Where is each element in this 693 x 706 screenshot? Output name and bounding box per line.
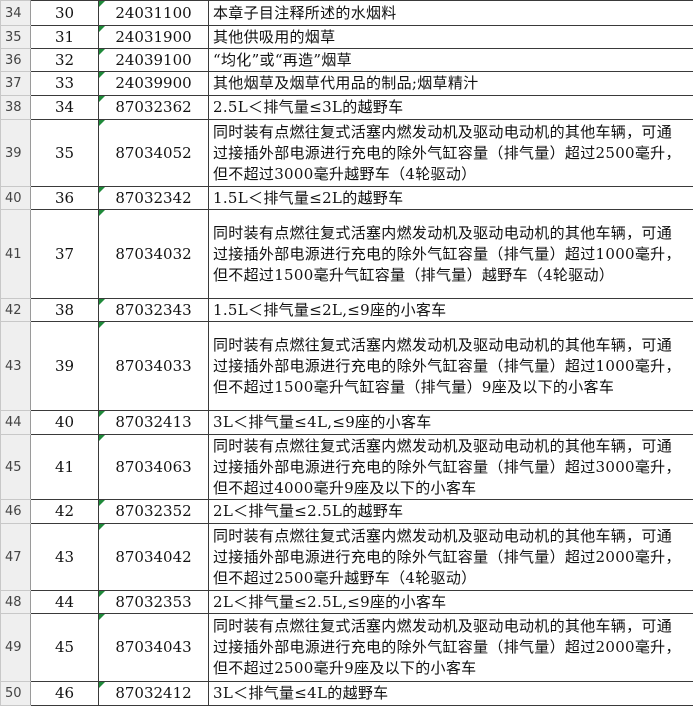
sequence-cell: 37 xyxy=(31,210,99,299)
code-cell: 87032342 xyxy=(99,187,209,210)
description-cell: 同时装有点燃往复式活塞内燃发动机及驱动电动机的其他车辆，可通过接插外部电源进行充… xyxy=(209,524,693,591)
sequence-cell: 45 xyxy=(31,614,99,682)
sequence-cell: 44 xyxy=(31,591,99,614)
code-cell: 87032413 xyxy=(99,411,209,435)
sequence-cell: 38 xyxy=(31,299,99,322)
description-cell: 2L＜排气量≤2.5L,≤9座的小客车 xyxy=(209,591,693,614)
description-cell: 其他烟草及烟草代用品的制品;烟草精汁 xyxy=(209,72,693,96)
code-cell: 87034043 xyxy=(99,614,209,682)
code-cell: 87032343 xyxy=(99,299,209,322)
code-cell: 87032412 xyxy=(99,682,209,706)
description-cell: 1.5L＜排气量≤2L的越野车 xyxy=(209,187,693,210)
description-cell: 同时装有点燃往复式活塞内燃发动机及驱动电动机的其他车辆，可通过接插外部电源进行充… xyxy=(209,322,693,411)
row-number[interactable]: 42 xyxy=(1,299,31,322)
code-cell: 87032352 xyxy=(99,500,209,524)
code-cell: 24031100 xyxy=(99,1,209,26)
description-cell: 2L＜排气量≤2.5L的越野车 xyxy=(209,500,693,524)
sequence-cell: 39 xyxy=(31,322,99,411)
code-cell: 24031900 xyxy=(99,26,209,49)
row-number[interactable]: 49 xyxy=(1,614,31,682)
code-cell: 87034042 xyxy=(99,524,209,591)
description-cell: 同时装有点燃往复式活塞内燃发动机及驱动电动机的其他车辆，可通过接插外部电源进行充… xyxy=(209,210,693,299)
sequence-cell: 32 xyxy=(31,49,99,72)
row-number[interactable]: 41 xyxy=(1,210,31,299)
row-number[interactable]: 45 xyxy=(1,435,31,500)
code-cell: 87032353 xyxy=(99,591,209,614)
code-cell: 87032362 xyxy=(99,96,209,120)
row-number[interactable]: 46 xyxy=(1,500,31,524)
row-number[interactable]: 40 xyxy=(1,187,31,210)
code-cell: 87034052 xyxy=(99,120,209,187)
description-cell: 3L＜排气量≤4L,≤9座的小客车 xyxy=(209,411,693,435)
code-cell: 24039100 xyxy=(99,49,209,72)
code-cell: 87034032 xyxy=(99,210,209,299)
sequence-cell: 35 xyxy=(31,120,99,187)
code-cell: 87034033 xyxy=(99,322,209,411)
code-cell: 24039900 xyxy=(99,72,209,96)
sequence-cell: 43 xyxy=(31,524,99,591)
sequence-cell: 36 xyxy=(31,187,99,210)
description-cell: 同时装有点燃往复式活塞内燃发动机及驱动电动机的其他车辆，可通过接插外部电源进行充… xyxy=(209,435,693,500)
row-number[interactable]: 38 xyxy=(1,96,31,120)
row-number[interactable]: 36 xyxy=(1,49,31,72)
row-number[interactable]: 50 xyxy=(1,682,31,706)
description-cell: 3L＜排气量≤4L的越野车 xyxy=(209,682,693,706)
description-cell: 同时装有点燃往复式活塞内燃发动机及驱动电动机的其他车辆，可通过接插外部电源进行充… xyxy=(209,120,693,187)
row-number[interactable]: 37 xyxy=(1,72,31,96)
row-number[interactable]: 43 xyxy=(1,322,31,411)
row-number[interactable]: 44 xyxy=(1,411,31,435)
row-number[interactable]: 35 xyxy=(1,26,31,49)
description-cell: 1.5L＜排气量≤2L,≤9座的小客车 xyxy=(209,299,693,322)
row-number[interactable]: 34 xyxy=(1,1,31,26)
sequence-cell: 41 xyxy=(31,435,99,500)
row-number[interactable]: 39 xyxy=(1,120,31,187)
code-cell: 87034063 xyxy=(99,435,209,500)
sequence-cell: 34 xyxy=(31,96,99,120)
description-cell: “均化”或“再造”烟草 xyxy=(209,49,693,72)
row-number[interactable]: 47 xyxy=(1,524,31,591)
sequence-cell: 33 xyxy=(31,72,99,96)
sequence-cell: 30 xyxy=(31,1,99,26)
sequence-cell: 46 xyxy=(31,682,99,706)
row-number[interactable]: 48 xyxy=(1,591,31,614)
description-cell: 其他供吸用的烟草 xyxy=(209,26,693,49)
description-cell: 2.5L＜排气量≤3L的越野车 xyxy=(209,96,693,120)
sequence-cell: 31 xyxy=(31,26,99,49)
description-cell: 本章子目注释所述的水烟料 xyxy=(209,1,693,26)
description-cell: 同时装有点燃往复式活塞内燃发动机及驱动电动机的其他车辆，可通过接插外部电源进行充… xyxy=(209,614,693,682)
sequence-cell: 40 xyxy=(31,411,99,435)
sequence-cell: 42 xyxy=(31,500,99,524)
